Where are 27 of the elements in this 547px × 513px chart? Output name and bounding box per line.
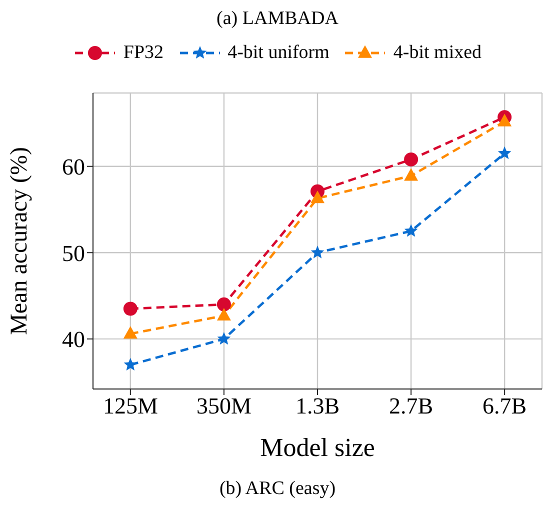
x-tick-label: 1.3B	[295, 393, 340, 418]
legend-label: 4-bit mixed	[393, 42, 482, 64]
point	[216, 308, 231, 321]
legend-label: 4-bit uniform	[228, 42, 330, 64]
point	[123, 326, 138, 339]
legend-label: FP32	[123, 42, 164, 64]
y-axis-title: Mean accuracy (%)	[6, 147, 33, 335]
point	[217, 332, 231, 345]
point	[123, 302, 138, 316]
point	[498, 146, 512, 160]
point	[310, 190, 324, 204]
text: (b) ARC (easy)	[218, 478, 337, 500]
y-tick-label: 50	[62, 240, 85, 266]
chart-title: (a) LAMBADA	[216, 8, 340, 30]
point	[216, 297, 231, 312]
y-tick-label: 60	[62, 154, 85, 180]
x-tick-label: 2.7B	[388, 393, 434, 418]
x-axis-title: Model size	[260, 433, 375, 462]
point	[404, 152, 418, 166]
point	[404, 168, 418, 181]
x-tick-label: 125M	[102, 393, 158, 418]
y-tick-label: 40	[62, 327, 85, 352]
x-tick-label: 6.7B	[482, 393, 527, 418]
point	[498, 114, 512, 126]
x-tick-label: 350M	[196, 393, 252, 418]
point	[310, 246, 324, 258]
point	[404, 224, 418, 237]
